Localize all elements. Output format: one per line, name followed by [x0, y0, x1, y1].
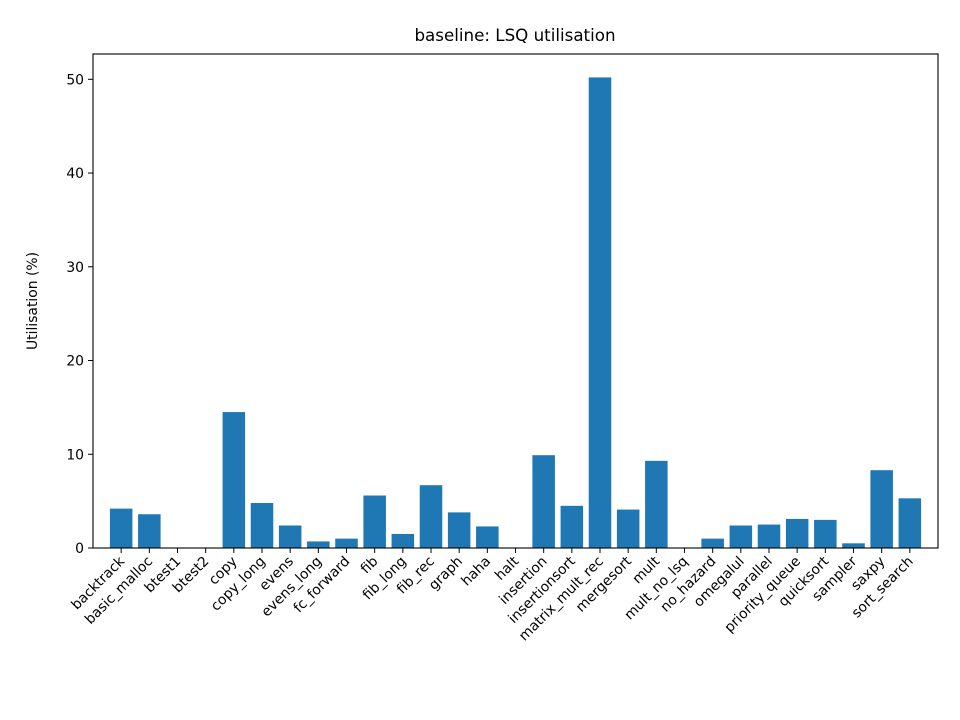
bar-parallel: [757, 524, 781, 548]
y-tick-label: 0: [75, 541, 84, 557]
y-tick-label: 30: [66, 260, 84, 276]
bar-fib_rec: [419, 485, 443, 548]
bar-sort_search: [898, 498, 922, 548]
bar-saxpy: [870, 470, 893, 548]
bar-omegalul: [729, 525, 753, 548]
plot-frame: [92, 53, 939, 549]
bar-fib_long: [391, 533, 415, 548]
bar-backtrack: [109, 508, 133, 548]
x-tick-label: haha: [458, 554, 494, 590]
bar-copy_long: [250, 503, 274, 548]
bars-group: [109, 77, 922, 548]
bar-no_hazard: [701, 538, 724, 548]
y-tick-label: 10: [66, 447, 84, 463]
bar-quicksort: [814, 519, 837, 548]
x-axis-ticks: backtrackbasic_mallocbtest1btest2copycop…: [68, 548, 917, 644]
bar-haha: [476, 526, 499, 548]
bar-fib: [363, 495, 386, 548]
y-axis-label: Utilisation (%): [25, 252, 41, 350]
bar-priority_queue: [785, 518, 809, 548]
y-axis-ticks: 0 10 20 30 40 50: [66, 72, 93, 557]
bar-graph: [447, 512, 471, 548]
bar-evens: [278, 525, 302, 548]
y-tick-label: 50: [66, 72, 84, 88]
bar-basic_malloc: [138, 514, 161, 548]
bar-matrix_mult_rec: [588, 77, 612, 548]
bar-fc_forward: [335, 538, 358, 548]
y-tick-label: 40: [66, 166, 84, 182]
bar-insertion: [532, 455, 555, 548]
bar-mult: [645, 460, 668, 548]
bar-insertionsort: [560, 505, 584, 548]
chart-title: baseline: LSQ utilisation: [414, 25, 615, 45]
y-tick-label: 20: [66, 354, 84, 370]
bar-mergesort: [616, 509, 640, 548]
bar-sampler: [842, 543, 865, 548]
bar-copy: [222, 412, 246, 548]
bar-evens_long: [307, 541, 330, 548]
